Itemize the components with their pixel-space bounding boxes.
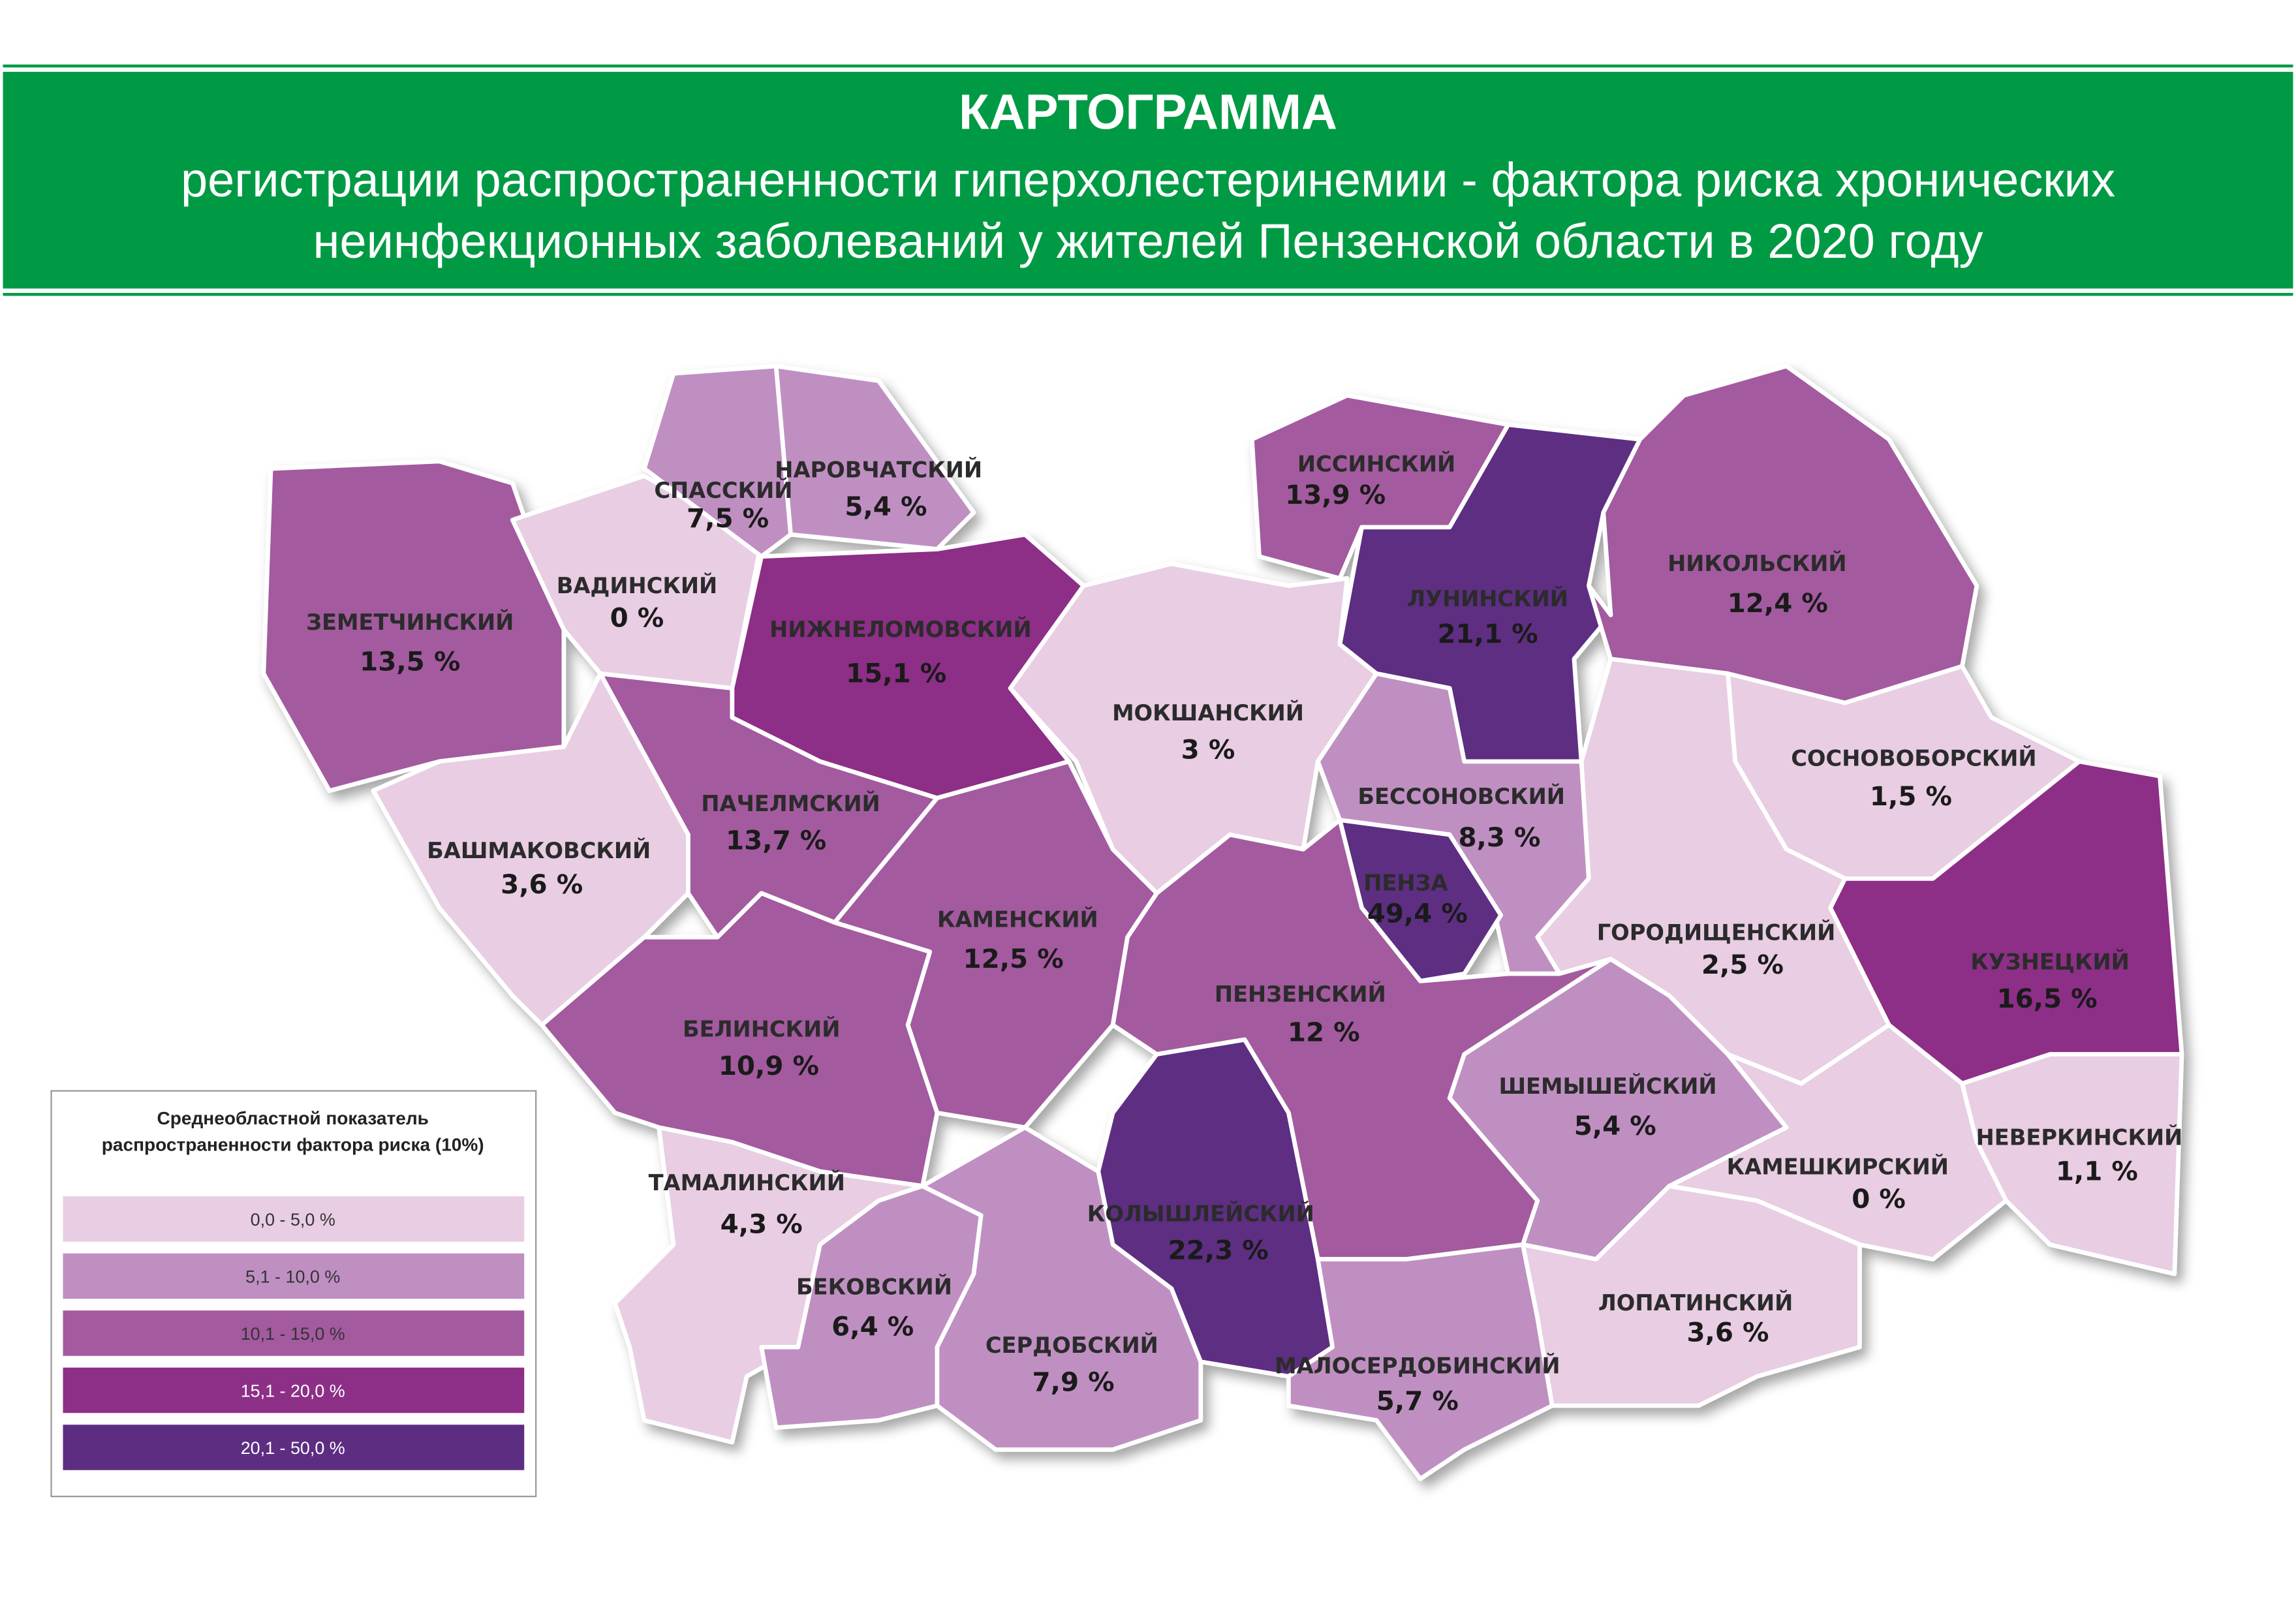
district-area	[920, 1125, 1203, 1452]
district-value: 1,5 %	[1870, 781, 1952, 812]
header-band	[3, 72, 2293, 289]
district-value: 16,5 %	[1997, 983, 2098, 1014]
district-name: БАШМАКОВСКИЙ	[427, 837, 651, 863]
district-name: БЕЛИНСКИЙ	[683, 1016, 840, 1042]
district-name: ИССИНСКИЙ	[1297, 451, 1455, 477]
district-value: 13,9 %	[1285, 480, 1386, 510]
district-value: 7,5 %	[687, 503, 769, 534]
district-name: НЕВЕРКИНСКИЙ	[1976, 1124, 2183, 1150]
district-name: СПАССКИЙ	[654, 477, 792, 503]
district-name: БЕССОНОВСКИЙ	[1357, 783, 1564, 809]
legend-swatch	[63, 1425, 525, 1470]
district-value: 12,4 %	[1728, 588, 1828, 619]
district-name: ПАЧЕЛМСКИЙ	[701, 790, 880, 816]
district-area	[1008, 561, 1379, 896]
district-value: 12 %	[1288, 1017, 1360, 1047]
district-value: 12,5 %	[963, 944, 1064, 974]
district-area	[1586, 363, 1979, 705]
district-name: КОЛЫШЛЕЙСКИЙ	[1087, 1200, 1314, 1226]
district-value: 4,3 %	[721, 1209, 803, 1239]
legend: Среднеобластной показатель распространен…	[50, 1090, 537, 1498]
district-name: ВАДИНСКИЙ	[557, 572, 717, 598]
district-value: 3,6 %	[501, 869, 583, 900]
legend-swatch	[63, 1253, 525, 1299]
legend-label: 5,1 - 10,0 %	[245, 1267, 340, 1287]
legend-title: распространенности фактора риска (10%)	[102, 1135, 484, 1155]
district-value: 5,4 %	[1574, 1111, 1656, 1141]
district-value: 13,5 %	[360, 647, 460, 677]
district-name: МОКШАНСКИЙ	[1112, 700, 1304, 726]
district-name: ШЕМЫШЕЙСКИЙ	[1498, 1073, 1716, 1099]
district-name: КАМЕНСКИЙ	[937, 906, 1098, 932]
district-value: 2,5 %	[1701, 949, 1784, 980]
legend-label: 10,1 - 15,0 %	[241, 1324, 345, 1344]
district-value: 21,1 %	[1437, 619, 1538, 649]
district-area	[1521, 1184, 1862, 1408]
district-value: 0 %	[610, 602, 664, 633]
district-value: 3,6 %	[1686, 1317, 1769, 1348]
district-name: ПЕНЗЕНСКИЙ	[1215, 981, 1386, 1007]
legend-swatch	[63, 1196, 525, 1242]
district-name: НИЖНЕЛОМОВСКИЙ	[769, 616, 1031, 642]
district-name: ТАМАЛИНСКИЙ	[649, 1169, 845, 1196]
legend-label: 0,0 - 5,0 %	[251, 1210, 335, 1229]
title: КАРТОГРАММА	[959, 85, 1337, 140]
district-name: МАЛОСЕРДОБИНСКИЙ	[1275, 1353, 1560, 1379]
district-name: КУЗНЕЦКИЙ	[1970, 948, 2129, 974]
district-name: СЕРДОБСКИЙ	[985, 1332, 1158, 1358]
district-value: 3 %	[1181, 734, 1235, 765]
district-name: ЛОПАТИНСКИЙ	[1598, 1289, 1793, 1316]
legend-label: 20,1 - 50,0 %	[241, 1438, 345, 1458]
legend-swatch	[63, 1367, 525, 1413]
district-name: СОСНОВОБОРСКИЙ	[1791, 745, 2036, 771]
district-name: КАМЕШКИРСКИЙ	[1727, 1154, 1949, 1180]
legend-label: 15,1 - 20,0 %	[241, 1382, 345, 1401]
district-value: 1,1 %	[2056, 1156, 2138, 1187]
district-value: 5,4 %	[845, 491, 927, 522]
legend-swatch	[63, 1310, 525, 1356]
district-name: ЗЕМЕТЧИНСКИЙ	[306, 609, 514, 635]
district-value: 49,4 %	[1367, 899, 1468, 929]
district-value: 8,3 %	[1458, 822, 1540, 853]
district-value: 10,9 %	[719, 1051, 819, 1081]
district-value: 6,4 %	[831, 1311, 914, 1342]
subtitle: регистрации распространенности гиперхоле…	[181, 153, 2115, 207]
district-value: 5,7 %	[1376, 1386, 1459, 1417]
district-area	[1667, 1023, 2009, 1262]
district-value: 0 %	[1852, 1184, 1906, 1214]
subtitle: неинфекционных заболеваний у жителей Пен…	[313, 214, 1983, 268]
district-name: ПЕНЗА	[1363, 870, 1448, 895]
district-name: НИКОЛЬСКИЙ	[1668, 550, 1846, 576]
district-value: 15,1 %	[846, 658, 946, 689]
district-area	[773, 363, 976, 551]
district-value: 13,7 %	[726, 825, 826, 856]
district-name: ГОРОДИЩЕНСКИЙ	[1597, 919, 1836, 946]
legend-title: Среднеобластной показатель	[157, 1108, 429, 1128]
district-value: 7,9 %	[1032, 1367, 1115, 1398]
district-value: 22,3 %	[1168, 1235, 1269, 1266]
header: КАРТОГРАММА регистрации распространеннос…	[3, 64, 2293, 296]
district-name: НАРОВЧАТСКИЙ	[775, 457, 982, 483]
district-name: БЕКОВСКИЙ	[796, 1274, 952, 1300]
district-name: ЛУНИНСКИЙ	[1407, 585, 1568, 611]
regions	[261, 363, 2184, 1481]
